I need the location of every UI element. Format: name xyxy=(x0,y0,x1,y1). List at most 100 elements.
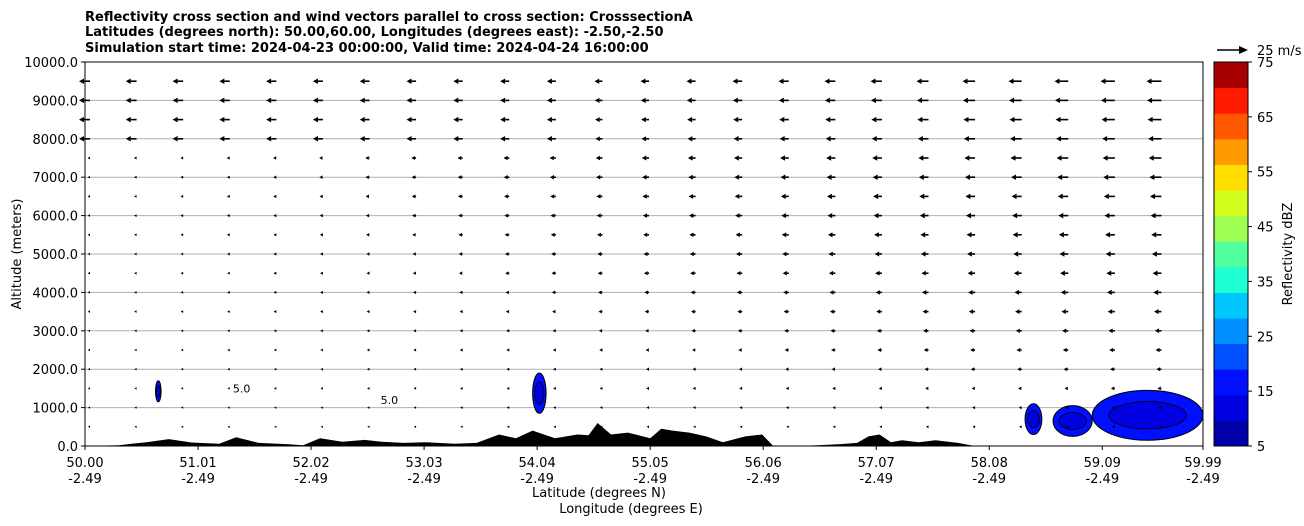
wind-vector-head xyxy=(411,155,416,161)
wind-vector-head xyxy=(551,290,556,295)
wind-vector-head xyxy=(687,155,693,161)
terrain-layer xyxy=(85,423,1203,446)
wind-vector-head xyxy=(226,214,230,218)
wind-vector-head xyxy=(180,310,184,313)
wind-vector-head xyxy=(125,136,131,142)
wind-vector-head xyxy=(779,136,785,142)
wind-vector-head xyxy=(879,406,882,410)
colorbar-swatch xyxy=(1214,138,1248,165)
wind-vector-head xyxy=(924,367,928,372)
wind-vector-head xyxy=(503,155,508,161)
wind-vector-head xyxy=(594,78,600,84)
wind-vector-head xyxy=(693,425,696,429)
colorbar-swatch xyxy=(1214,215,1248,242)
wind-vector-head xyxy=(273,310,277,314)
wind-vector-head xyxy=(1061,309,1066,315)
wind-vector-head xyxy=(687,136,693,142)
x-tick-label-lon: -2.49 xyxy=(407,472,441,487)
wind-vector-head xyxy=(964,155,970,161)
colorbar-swatch xyxy=(1214,190,1248,217)
wind-vector-head xyxy=(972,425,976,429)
wind-vector-head xyxy=(319,252,323,256)
wind-vector-head xyxy=(737,328,742,333)
wind-vector-head xyxy=(1147,97,1153,104)
wind-vector-head xyxy=(172,97,178,104)
wind-vector-head xyxy=(319,213,323,218)
wind-vector-head xyxy=(780,174,786,180)
wind-vector-head xyxy=(180,291,184,294)
wind-vector-head xyxy=(134,214,137,217)
y-tick-label: 4000.0 xyxy=(33,286,79,301)
wind-vector-head xyxy=(134,252,137,256)
wind-vector-head xyxy=(266,116,272,123)
colorbar-swatch xyxy=(1214,113,1248,140)
wind-vector-head xyxy=(320,271,323,275)
y-tick-label: 8000.0 xyxy=(33,133,79,148)
wind-vector-head xyxy=(1149,174,1155,180)
y-tick-label: 5000.0 xyxy=(33,248,79,263)
wind-vector-head xyxy=(594,97,600,103)
terrain-fill xyxy=(85,423,1203,446)
wind-vector-head xyxy=(971,386,975,391)
wind-vector-head xyxy=(1009,136,1015,142)
wind-vector-head xyxy=(180,194,184,198)
wind-vector-head xyxy=(505,290,509,295)
wind-vector-head xyxy=(918,174,924,180)
wind-vector-head xyxy=(921,290,927,295)
y-tick-label: 2000.0 xyxy=(33,363,79,378)
wind-vector-head xyxy=(411,175,416,180)
wind-vector-head xyxy=(785,367,789,371)
wind-vector-head xyxy=(134,194,137,198)
wind-vector-head xyxy=(359,136,365,142)
wind-vector-head xyxy=(366,348,370,352)
wind-vector-head xyxy=(644,290,648,295)
x-tick-label-lon: -2.49 xyxy=(294,472,328,487)
wind-vector-head xyxy=(784,328,788,333)
wind-vector-head xyxy=(459,348,463,352)
colorbar-swatch xyxy=(1214,318,1248,345)
wind-vector-head xyxy=(546,116,552,123)
wind-vector-head xyxy=(273,252,277,256)
wind-vector-head xyxy=(919,193,925,200)
wind-vector-head xyxy=(734,174,740,180)
wind-vector-head xyxy=(180,348,184,352)
wind-vector-head xyxy=(1112,425,1115,429)
wind-vector-head xyxy=(457,194,462,199)
wind-vector-head xyxy=(79,78,84,84)
wind-vector-head xyxy=(457,175,462,180)
wind-vector-head xyxy=(320,329,323,333)
wind-vector-head xyxy=(506,329,510,333)
wind-vector-head xyxy=(969,328,974,333)
wind-vector-head xyxy=(597,271,602,276)
title-line-3: Simulation start time: 2024-04-23 00:00:… xyxy=(85,41,649,56)
x-tick-label-lat: 59.09 xyxy=(1084,456,1121,471)
wind-vector-head xyxy=(1147,116,1153,123)
wind-vector-head xyxy=(505,271,509,276)
wind-vector-head xyxy=(227,387,230,390)
wind-vector-head xyxy=(413,425,417,429)
quiver-key-label: 25 m/s xyxy=(1257,44,1302,59)
wind-vector-head xyxy=(779,116,785,123)
wind-vector-head xyxy=(365,175,369,180)
wind-vector-head xyxy=(366,271,370,275)
wind-vector-head xyxy=(413,406,417,409)
wind-vector-head xyxy=(596,174,601,180)
x-tick-label-lon: -2.49 xyxy=(68,472,102,487)
wind-vector-head xyxy=(824,78,830,84)
wind-vector-head xyxy=(646,406,649,410)
colorbar-swatch xyxy=(1214,241,1248,268)
wind-vector-head xyxy=(273,271,277,275)
wind-vector-head xyxy=(412,213,416,218)
wind-vector-head xyxy=(320,290,323,294)
wind-vector-head xyxy=(1060,289,1066,295)
quiver-key: 25 m/s xyxy=(1217,44,1302,59)
wind-vector-head xyxy=(273,233,277,237)
wind-vector-head xyxy=(641,116,646,123)
wind-vector-head xyxy=(227,348,230,352)
wind-vector-head xyxy=(172,136,178,142)
wind-vector-head xyxy=(550,232,555,237)
wind-vector-head xyxy=(406,136,412,142)
wind-vector-head xyxy=(413,290,417,295)
wind-vector-head xyxy=(598,329,603,333)
wind-vector-head xyxy=(965,212,971,219)
